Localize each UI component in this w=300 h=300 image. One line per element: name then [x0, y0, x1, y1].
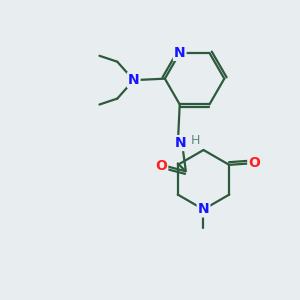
- Text: N: N: [175, 136, 186, 150]
- Text: O: O: [155, 159, 167, 173]
- Text: N: N: [174, 46, 185, 60]
- Text: N: N: [198, 202, 209, 216]
- Text: H: H: [190, 134, 200, 148]
- Text: N: N: [128, 73, 140, 87]
- Text: O: O: [248, 156, 260, 170]
